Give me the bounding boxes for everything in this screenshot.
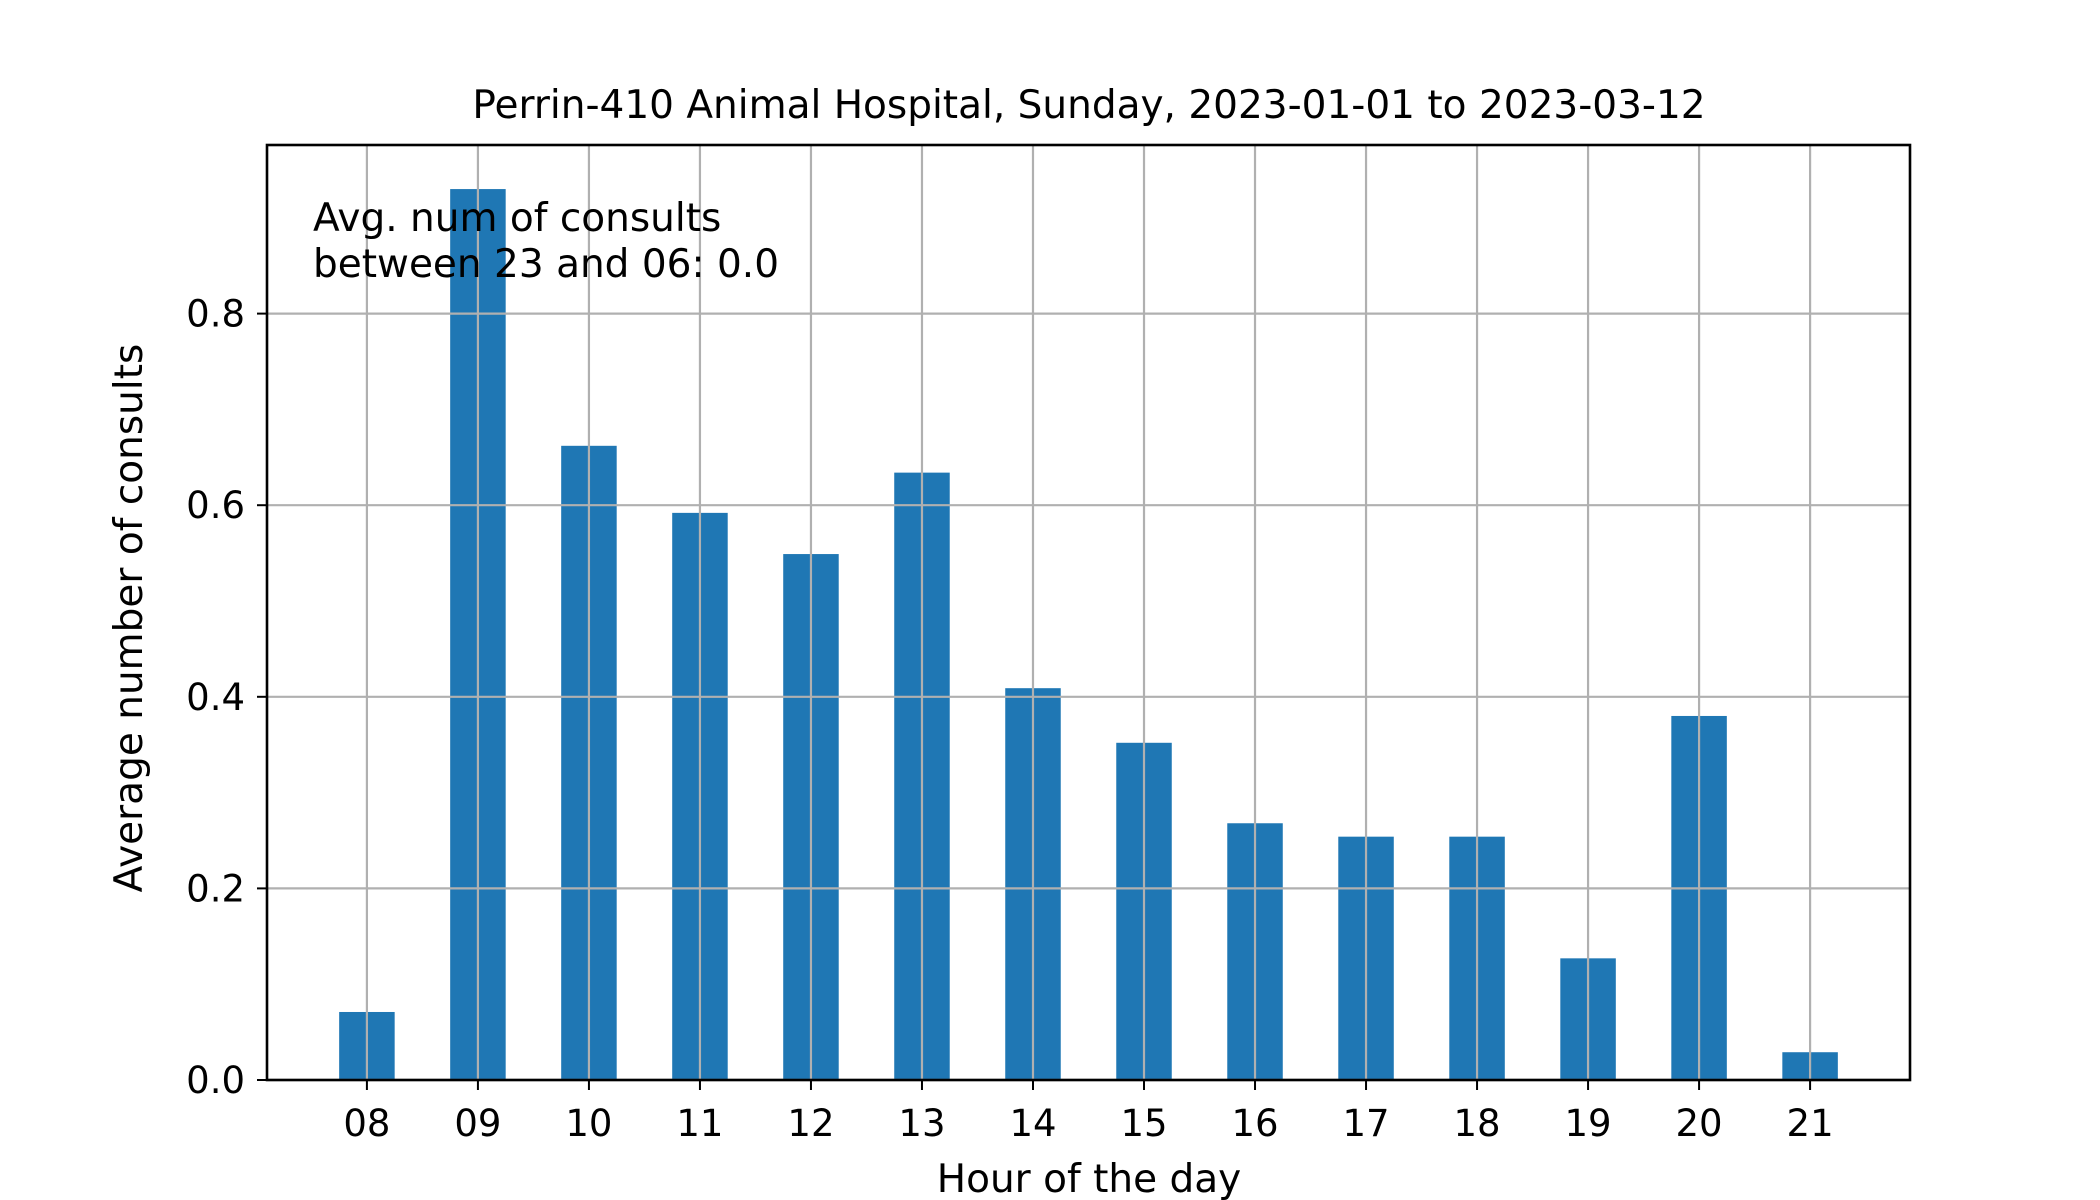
x-tick-label: 10: [565, 1102, 612, 1145]
chart-title: Perrin-410 Animal Hospital, Sunday, 2023…: [472, 83, 1705, 128]
y-tick-label: 0.6: [186, 484, 245, 527]
y-tick-label: 0.4: [186, 676, 245, 719]
x-tick-label: 19: [1565, 1102, 1612, 1145]
x-tick-label: 20: [1676, 1102, 1723, 1145]
x-tick-label: 12: [787, 1102, 834, 1145]
x-tick-label: 08: [343, 1102, 390, 1145]
x-tick-label: 16: [1231, 1102, 1278, 1145]
y-tick-label: 0.0: [186, 1059, 245, 1102]
plot-frame: [265, 143, 1912, 1082]
y-tick-label: 0.2: [186, 867, 245, 910]
ticks: 08 09 10 11 12 13 14 15 16 17 18 19 20 21 0.0 0.2 0.4 0.6…: [186, 293, 1833, 1145]
annotation-line-2: between 23 and 06: 0.0: [313, 242, 779, 287]
x-tick-label: 15: [1120, 1102, 1167, 1145]
x-axis-title: Hour of the day: [937, 1157, 1241, 1200]
x-tick-label: 09: [454, 1102, 501, 1145]
y-tick-label: 0.8: [186, 293, 245, 336]
x-tick-label: 14: [1009, 1102, 1056, 1145]
x-tick-label: 18: [1454, 1102, 1501, 1145]
y-axis-title: Average number of consults: [107, 344, 152, 893]
x-tick-label: 17: [1342, 1102, 1389, 1145]
annotation-line-1: Avg. num of consults: [313, 196, 721, 241]
x-tick-label: 13: [898, 1102, 945, 1145]
x-tick-label: 21: [1787, 1102, 1834, 1145]
x-tick-label: 11: [676, 1102, 723, 1145]
